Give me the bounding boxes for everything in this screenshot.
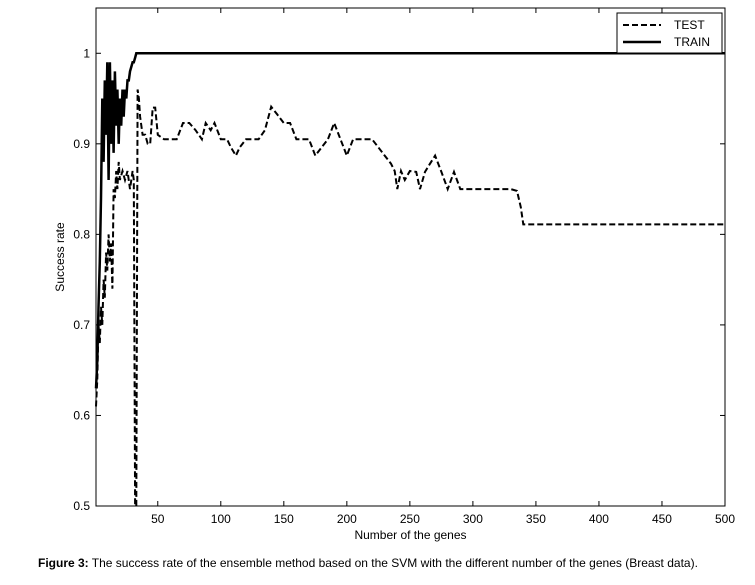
plot-frame [95,7,726,507]
axes: 50 100 150 200 250 300 350 400 450 500 0.5 0.6 0.7 0.… [73,7,735,526]
x-tick-label: 400 [589,512,609,526]
success-rate-chart: 50 100 150 200 250 300 350 400 450 500 0.5 0.6 0.7 0.… [53,7,735,542]
legend: TEST TRAIN [616,12,723,54]
figure-caption: Figure 3: The success rate of the ensemb… [38,556,750,570]
y-axis-label: Success rate [53,222,67,292]
figure-caption-text: The success rate of the ensemble method … [88,556,698,570]
x-tick-label: 250 [400,512,420,526]
y-tick-label: 1 [83,46,90,60]
x-tick-label: 50 [151,512,165,526]
x-tick-label: 300 [463,512,483,526]
legend-box [616,12,723,54]
x-axis-label: Number of the genes [354,528,466,542]
x-tick-label: 500 [715,512,735,526]
legend-label-train: TRAIN [674,35,710,49]
y-tick-label: 0.5 [73,499,90,513]
y-tick-label: 0.9 [73,137,90,151]
y-tick-label: 0.7 [73,318,90,332]
x-tick-label: 350 [526,512,546,526]
figure-caption-label: Figure 3: [38,556,89,570]
x-tick-label: 100 [211,512,231,526]
plot-area [94,52,725,507]
y-tick-label: 0.6 [73,408,90,422]
series-line-train [94,52,725,389]
legend-label-test: TEST [674,18,705,32]
series-line-test [95,89,725,507]
x-tick-label: 450 [652,512,672,526]
x-tick-label: 200 [337,512,357,526]
x-tick-label: 150 [274,512,294,526]
y-tick-label: 0.8 [73,227,90,241]
